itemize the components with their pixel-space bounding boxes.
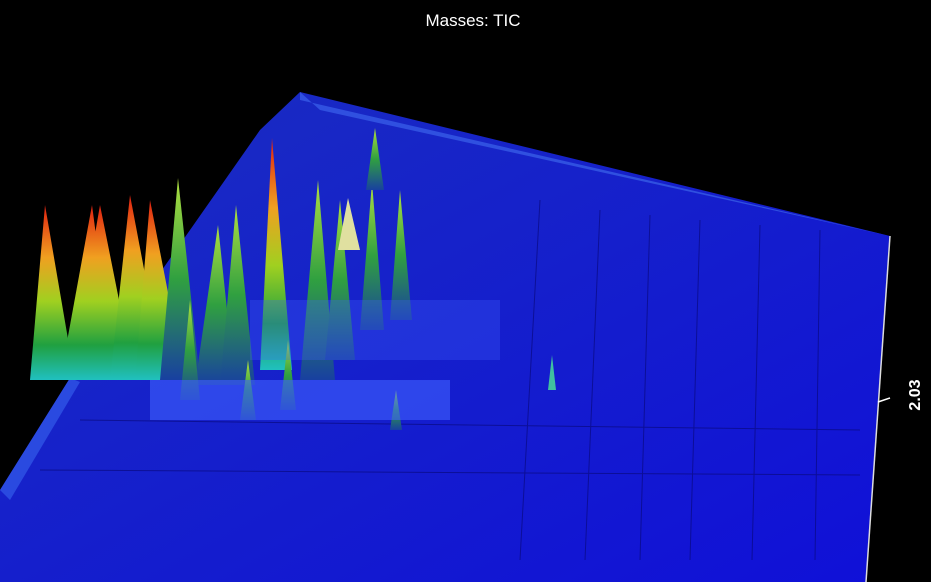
surface-plot: Masses: TIC 2.03 bbox=[0, 0, 931, 582]
page: Masses: TIC 2.03 (() => { const data = J… bbox=[0, 0, 931, 582]
axis-label: 2.03 bbox=[907, 379, 924, 410]
chart-title: Masses: TIC bbox=[425, 11, 520, 30]
